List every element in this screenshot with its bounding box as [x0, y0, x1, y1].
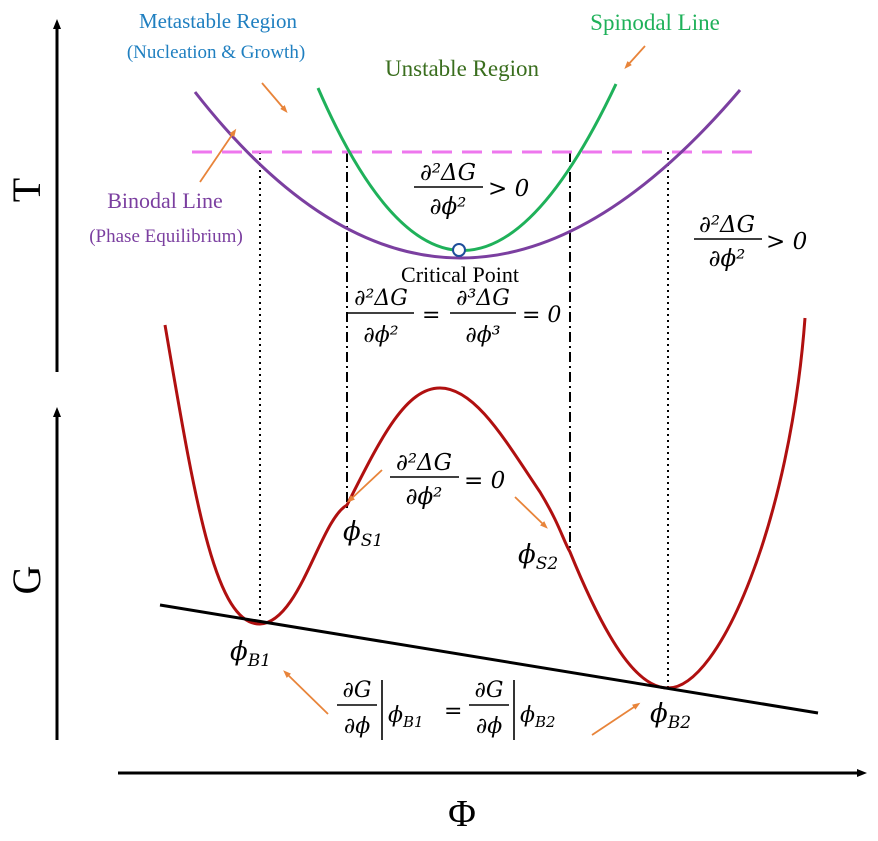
metastable-region-label: Metastable Region [139, 9, 298, 33]
phi-b2-label: ϕB2 [650, 699, 691, 733]
arrow-spinodal [624, 45, 646, 69]
phi-axis-label: Φ [448, 793, 476, 835]
free-energy-curve [163, 317, 807, 690]
eq5-equals: = [444, 699, 462, 724]
eq2-numerator: ∂²ΔG [699, 212, 755, 238]
eq3-numerator-a: ∂²ΔG [354, 286, 408, 311]
equation-spinodal: ∂²ΔG ∂ϕ² = 0 [390, 450, 505, 510]
eq3-denominator-b: ∂ϕ³ [465, 323, 500, 348]
phi-s1-label: ϕS1 [343, 517, 383, 551]
arrow-phi-s2 [514, 496, 548, 529]
equation-critical-point: ∂²ΔG ∂ϕ² = ∂³ΔG ∂ϕ³ = 0 [348, 286, 561, 348]
binodal-line-label: Binodal Line [107, 188, 222, 213]
eq1-relation: > 0 [488, 176, 529, 202]
binodal-line-sublabel: (Phase Equilibrium) [89, 226, 243, 247]
arrow-phi-s1 [347, 469, 383, 503]
eq5-denominator-b: ∂ϕ [476, 714, 502, 739]
binodal-curve [193, 89, 742, 260]
g-axis-label: G [4, 566, 49, 595]
arrow-metastable [261, 82, 288, 114]
eq4-numerator: ∂²ΔG [396, 450, 452, 476]
phi-s2-label: ϕS2 [518, 540, 558, 574]
critical-point-marker [452, 243, 466, 257]
arrow-phi-b2 [591, 702, 641, 736]
equation-common-tangent: ∂G ∂ϕ ϕB1 = ∂G ∂ϕ ϕB2 [337, 678, 556, 740]
eq5-denominator-a: ∂ϕ [344, 714, 370, 739]
t-axis-label: T [4, 178, 49, 202]
eq1-denominator: ∂ϕ² [430, 194, 467, 220]
critical-point-label: Critical Point [401, 262, 519, 287]
eq2-relation: > 0 [766, 229, 807, 255]
eq5-eval-point-b: ϕB2 [520, 703, 556, 731]
arrow-phi-b1 [283, 670, 329, 715]
metastable-region-sublabel: (Nucleation & Growth) [127, 42, 305, 63]
phi-b1-label: ϕB1 [230, 637, 271, 671]
eq4-relation: = 0 [464, 468, 505, 494]
eq5-numerator-b: ∂G [475, 678, 504, 703]
eq3-numerator-b: ∂³ΔG [456, 286, 510, 311]
eq5-eval-point-a: ϕB1 [388, 703, 424, 731]
spinodal-line-label: Spinodal Line [590, 10, 720, 35]
arrow-binodal [199, 128, 237, 183]
eq1-numerator: ∂²ΔG [420, 160, 476, 186]
eq4-denominator: ∂ϕ² [406, 484, 443, 510]
common-tangent-line [159, 603, 819, 715]
equation-right-second-derivative: ∂²ΔG ∂ϕ² > 0 [694, 212, 807, 272]
eq3-equals: = [422, 303, 440, 328]
eq5-numerator-a: ∂G [343, 678, 372, 703]
eq3-relation: = 0 [522, 303, 561, 328]
unstable-region-label: Unstable Region [385, 56, 539, 81]
eq2-denominator: ∂ϕ² [709, 246, 746, 272]
equation-unstable-second-derivative: ∂²ΔG ∂ϕ² > 0 [414, 160, 529, 220]
eq3-denominator-a: ∂ϕ² [363, 323, 398, 348]
